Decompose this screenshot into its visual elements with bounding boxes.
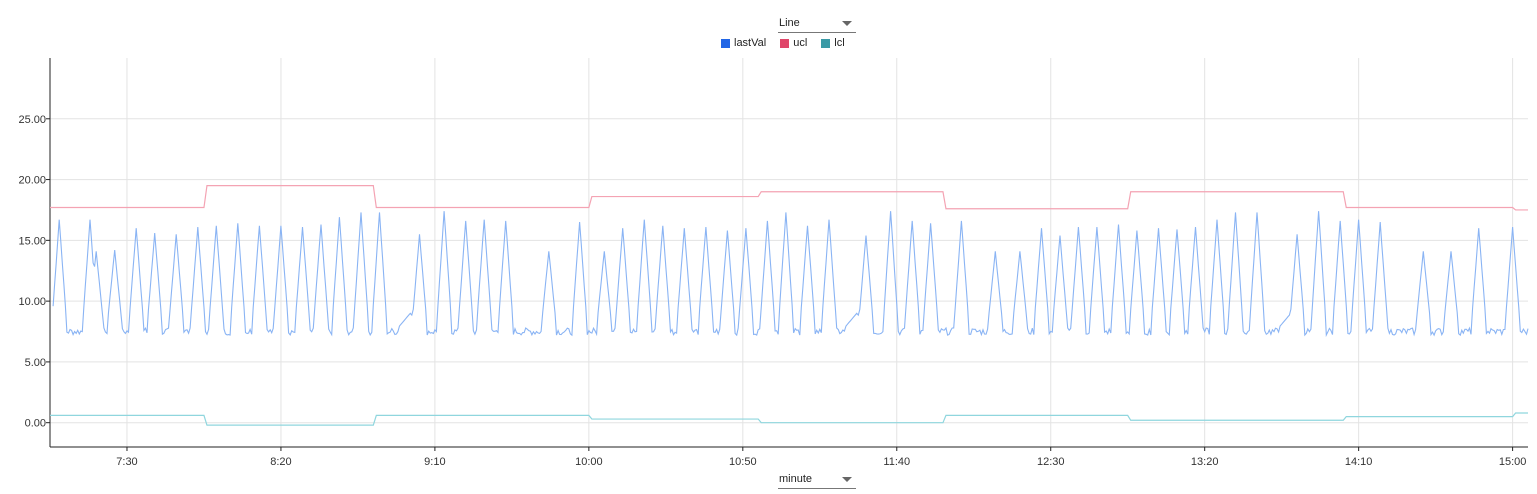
x-tick-label: 15:00 bbox=[1499, 456, 1527, 468]
chevron-down-icon bbox=[842, 21, 852, 26]
x-tick-label: 9:10 bbox=[424, 456, 445, 468]
x-tick-label: 8:20 bbox=[270, 456, 291, 468]
y-tick-label: 10.00 bbox=[18, 296, 46, 308]
legend-label: ucl bbox=[793, 37, 808, 49]
interval-value: minute bbox=[779, 473, 813, 485]
y-tick-label: 5.00 bbox=[25, 357, 46, 369]
chart-type-select[interactable]: Line bbox=[778, 16, 856, 33]
chart-type-value: Line bbox=[779, 17, 800, 29]
x-tick-label: 10:00 bbox=[575, 456, 603, 468]
y-tick-label: 15.00 bbox=[18, 235, 46, 247]
legend-item-lcl[interactable]: lcl bbox=[821, 36, 845, 50]
legend-swatch bbox=[821, 38, 831, 48]
legend-swatch bbox=[721, 38, 730, 48]
x-tick-label: 13:20 bbox=[1191, 456, 1219, 468]
legend-swatch bbox=[780, 38, 790, 48]
x-tick-label: 7:30 bbox=[116, 456, 137, 468]
legend: lastVal ucl lcl bbox=[721, 36, 845, 50]
x-tick-label: 10:50 bbox=[729, 456, 757, 468]
series-line-lcl bbox=[50, 412, 1528, 426]
x-tick-label: 14:10 bbox=[1345, 456, 1373, 468]
interval-select[interactable]: minute bbox=[778, 472, 856, 489]
series-line-lastVal bbox=[52, 211, 1529, 338]
y-tick-label: 0.00 bbox=[25, 418, 46, 430]
y-tick-label: 20.00 bbox=[18, 175, 46, 187]
x-tick-label: 11:40 bbox=[883, 456, 910, 468]
series-line-ucl bbox=[50, 185, 1528, 211]
legend-label: lcl bbox=[834, 37, 845, 49]
y-tick-label: 25.00 bbox=[18, 114, 46, 126]
x-tick-label: 12:30 bbox=[1037, 456, 1065, 468]
legend-label: lastVal bbox=[734, 37, 767, 49]
legend-item-ucl[interactable]: ucl bbox=[780, 36, 807, 50]
chevron-down-icon bbox=[842, 477, 852, 482]
legend-item-lastval[interactable]: lastVal bbox=[721, 36, 766, 50]
